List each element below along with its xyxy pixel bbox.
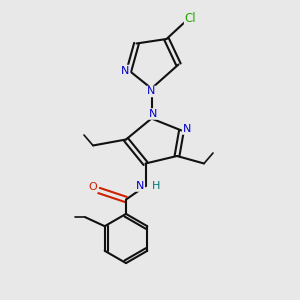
Text: Cl: Cl — [185, 11, 196, 25]
Text: N: N — [136, 181, 144, 191]
Text: O: O — [88, 182, 97, 193]
Text: N: N — [183, 124, 191, 134]
Text: N: N — [149, 109, 157, 119]
Text: N: N — [121, 65, 130, 76]
Text: N: N — [147, 86, 156, 97]
Text: H: H — [152, 181, 160, 191]
